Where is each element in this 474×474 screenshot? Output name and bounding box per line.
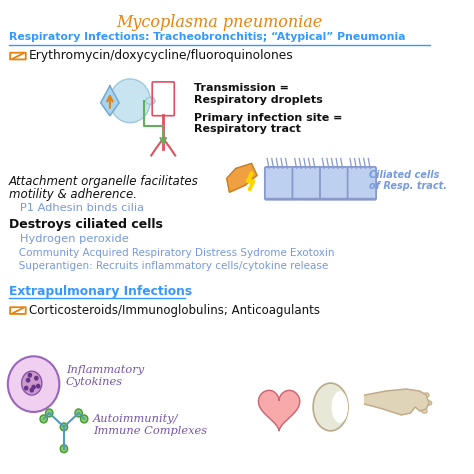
- Circle shape: [60, 445, 68, 453]
- Circle shape: [27, 373, 32, 378]
- Ellipse shape: [426, 401, 432, 405]
- Text: Extrapulmonary Infections: Extrapulmonary Infections: [9, 285, 192, 298]
- Ellipse shape: [313, 383, 348, 431]
- FancyBboxPatch shape: [320, 167, 348, 200]
- Text: Transmission =
Respiratory droplets: Transmission = Respiratory droplets: [194, 83, 323, 104]
- Ellipse shape: [22, 371, 42, 395]
- Ellipse shape: [422, 409, 427, 413]
- Circle shape: [26, 378, 30, 383]
- Circle shape: [29, 388, 34, 392]
- Circle shape: [8, 356, 59, 412]
- Ellipse shape: [423, 393, 429, 397]
- Text: Hydrogen peroxide: Hydrogen peroxide: [9, 234, 128, 244]
- Circle shape: [75, 409, 82, 417]
- Circle shape: [40, 415, 47, 423]
- FancyBboxPatch shape: [10, 53, 26, 59]
- Text: Corticosteroids/Immunoglobulins; Anticoagulants: Corticosteroids/Immunoglobulins; Anticoa…: [29, 304, 320, 317]
- Polygon shape: [100, 86, 119, 116]
- Polygon shape: [365, 389, 429, 415]
- Circle shape: [110, 79, 150, 123]
- Circle shape: [46, 409, 53, 417]
- FancyBboxPatch shape: [10, 307, 26, 314]
- Text: Destroys ciliated cells: Destroys ciliated cells: [9, 218, 163, 231]
- Polygon shape: [227, 164, 257, 192]
- Text: Respiratory Infections: Tracheobronchitis; “Atypical” Pneumonia: Respiratory Infections: Tracheobronchiti…: [9, 32, 405, 42]
- Circle shape: [34, 376, 39, 381]
- FancyBboxPatch shape: [292, 167, 321, 200]
- Circle shape: [36, 383, 40, 389]
- Text: Superantigen: Recruits inflammatory cells/cytokine release: Superantigen: Recruits inflammatory cell…: [9, 261, 328, 271]
- Circle shape: [60, 423, 68, 431]
- Ellipse shape: [331, 391, 348, 423]
- Text: Erythromycin/doxycycline/fluoroquinolones: Erythromycin/doxycycline/fluoroquinolone…: [29, 49, 294, 62]
- Text: Community Acquired Respiratory Distress Sydrome Exotoxin: Community Acquired Respiratory Distress …: [9, 248, 334, 258]
- FancyBboxPatch shape: [347, 167, 376, 200]
- Text: P1 Adhesin binds cilia: P1 Adhesin binds cilia: [9, 203, 144, 213]
- Circle shape: [31, 384, 36, 390]
- Text: Inflammatory
Cytokines: Inflammatory Cytokines: [66, 365, 144, 387]
- Text: of Resp. tract.: of Resp. tract.: [369, 182, 447, 191]
- Text: Ciliated cells: Ciliated cells: [369, 170, 439, 181]
- Ellipse shape: [146, 97, 155, 104]
- Text: Autoimmunity/
Immune Complexes: Autoimmunity/ Immune Complexes: [93, 414, 208, 436]
- Text: Primary infection site =
Respiratory tract: Primary infection site = Respiratory tra…: [194, 113, 343, 134]
- Circle shape: [24, 386, 28, 391]
- FancyBboxPatch shape: [265, 167, 293, 200]
- Polygon shape: [258, 391, 300, 431]
- Text: motility & adherence.: motility & adherence.: [9, 188, 137, 201]
- Circle shape: [81, 415, 88, 423]
- Text: Mycoplasma pneumoniae: Mycoplasma pneumoniae: [116, 14, 322, 31]
- Text: Attachment organelle facilitates: Attachment organelle facilitates: [9, 175, 199, 188]
